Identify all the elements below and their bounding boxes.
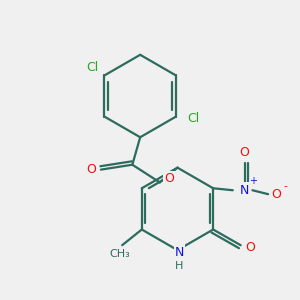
Text: O: O [165,172,175,185]
Text: O: O [245,241,255,254]
Text: Cl: Cl [87,61,99,74]
Text: N: N [240,184,249,197]
Text: H: H [175,261,184,271]
Text: N: N [175,246,184,259]
Text: O: O [240,146,250,159]
Text: O: O [271,188,281,201]
Text: CH₃: CH₃ [110,249,130,259]
Text: Cl: Cl [188,112,200,125]
Text: +: + [249,176,257,186]
Text: -: - [284,181,288,191]
Text: O: O [86,163,96,176]
